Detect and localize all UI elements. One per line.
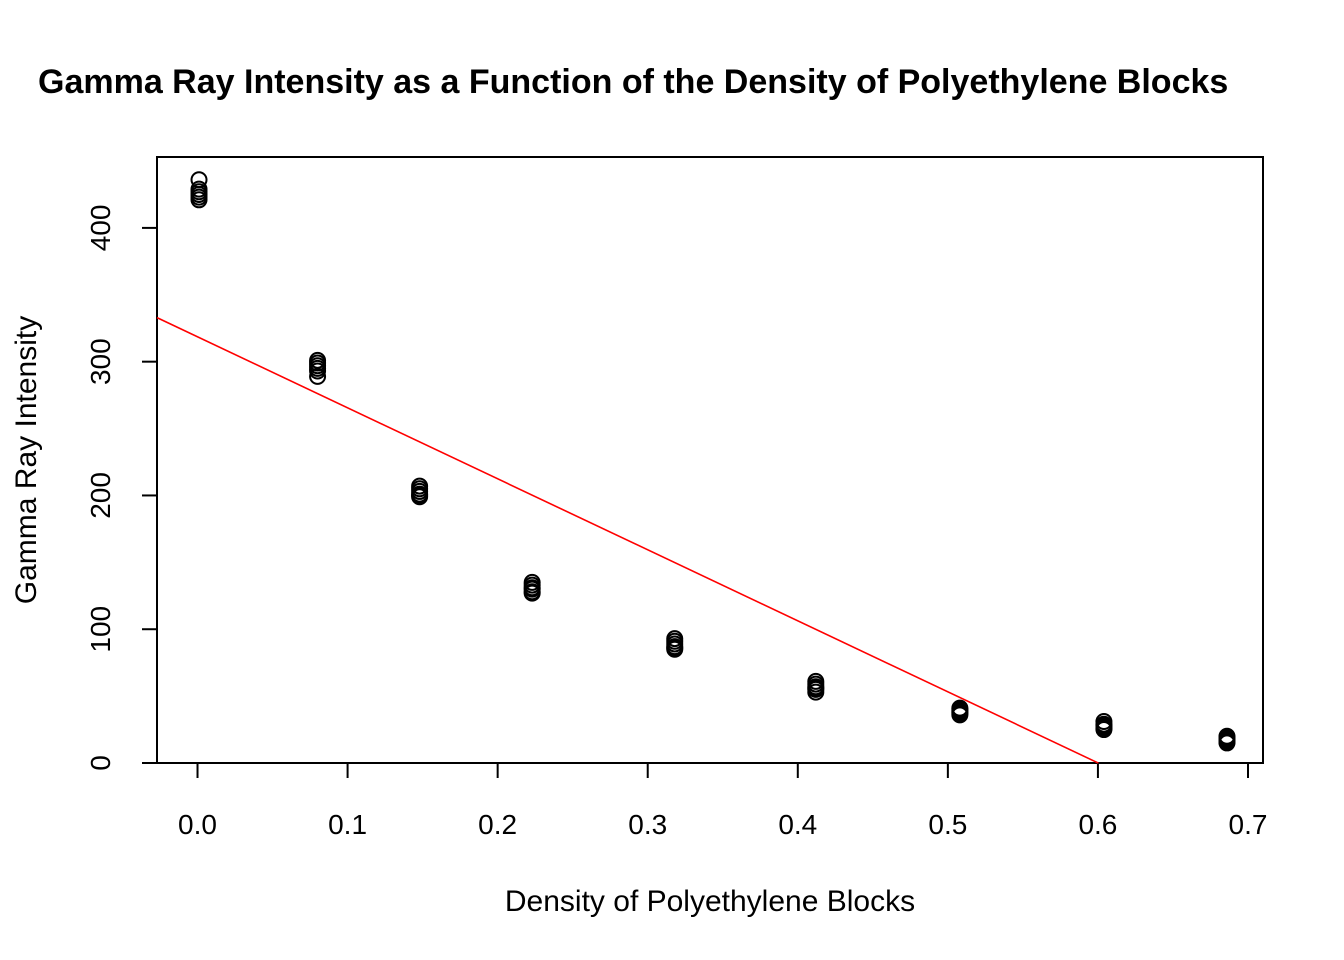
x-tick-label: 0.4 bbox=[778, 809, 817, 840]
x-tick-label: 0.2 bbox=[478, 809, 517, 840]
data-point bbox=[309, 362, 327, 380]
x-tick-label: 0.0 bbox=[178, 809, 217, 840]
y-tick-label: 0 bbox=[85, 755, 116, 771]
data-point bbox=[807, 683, 825, 701]
y-tick-label: 100 bbox=[85, 606, 116, 653]
chart-title: Gamma Ray Intensity as a Function of the… bbox=[38, 63, 1228, 101]
plot-frame bbox=[156, 156, 1264, 764]
x-axis: 0.0 0.1 0.2 0.3 0.4 0.5 0.6 0.7 bbox=[178, 762, 1268, 840]
data-point bbox=[309, 367, 327, 385]
x-tick-label: 0.6 bbox=[1078, 809, 1117, 840]
data-point bbox=[951, 706, 969, 724]
x-tick-label: 0.7 bbox=[1229, 809, 1268, 840]
y-tick-label: 300 bbox=[85, 338, 116, 385]
x-tick-label: 0.3 bbox=[628, 809, 667, 840]
y-axis: 0 100 200 300 400 bbox=[85, 205, 158, 771]
y-tick-label: 400 bbox=[85, 205, 116, 252]
x-tick-label: 0.1 bbox=[328, 809, 367, 840]
data-point bbox=[1218, 734, 1236, 752]
x-axis-label: Density of Polyethylene Blocks bbox=[505, 885, 915, 918]
data-point bbox=[411, 488, 429, 506]
data-point bbox=[1095, 721, 1113, 739]
fit-line-layer bbox=[156, 316, 1099, 764]
data-point bbox=[190, 191, 208, 209]
y-axis-label: Gamma Ray Intensity bbox=[10, 316, 43, 604]
data-point bbox=[523, 584, 541, 602]
fit-line bbox=[156, 316, 1099, 764]
points-layer bbox=[190, 171, 1236, 752]
data-point bbox=[666, 640, 684, 658]
y-tick-label: 200 bbox=[85, 472, 116, 519]
x-tick-label: 0.5 bbox=[928, 809, 967, 840]
